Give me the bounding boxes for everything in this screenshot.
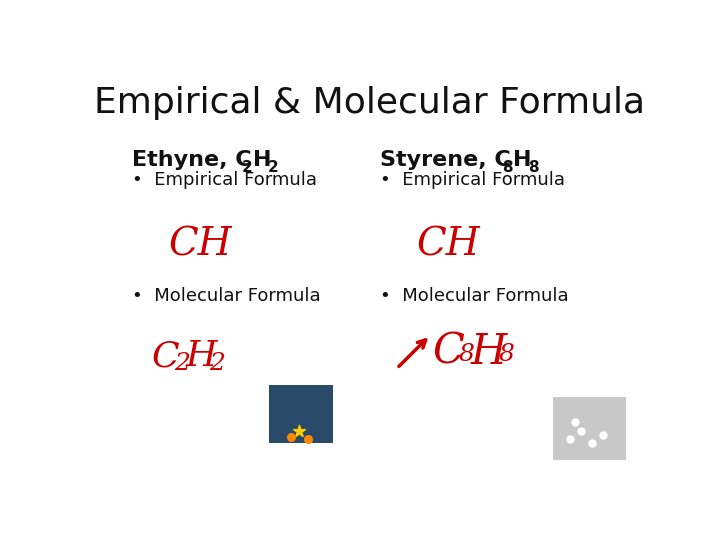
- Point: [575, 427, 587, 435]
- Text: H: H: [186, 339, 217, 373]
- Text: 2: 2: [242, 160, 253, 176]
- Text: C: C: [151, 339, 179, 373]
- Bar: [269, 385, 333, 443]
- Text: 8: 8: [459, 343, 474, 366]
- Text: CH: CH: [168, 227, 232, 264]
- Text: 2: 2: [268, 160, 279, 176]
- Point: [598, 430, 609, 439]
- Text: C: C: [432, 331, 464, 373]
- Text: CH: CH: [416, 227, 480, 264]
- Text: 8: 8: [498, 343, 514, 366]
- Text: 8: 8: [528, 160, 539, 176]
- Point: [285, 433, 297, 441]
- Text: •  Empirical Formula: • Empirical Formula: [132, 171, 317, 189]
- Text: •  Molecular Formula: • Molecular Formula: [132, 287, 320, 305]
- Point: [587, 439, 598, 448]
- Point: [564, 435, 576, 443]
- Text: Styrene, C: Styrene, C: [380, 150, 511, 170]
- Bar: [553, 397, 626, 460]
- Text: 2: 2: [174, 352, 189, 375]
- Point: [570, 418, 581, 427]
- Text: Ethyne, C: Ethyne, C: [132, 150, 251, 170]
- Point: [302, 435, 313, 443]
- Text: •  Molecular Formula: • Molecular Formula: [380, 287, 569, 305]
- Text: •  Empirical Formula: • Empirical Formula: [380, 171, 565, 189]
- FancyArrowPatch shape: [399, 340, 426, 366]
- Text: H: H: [513, 150, 531, 170]
- Text: H: H: [471, 331, 507, 373]
- Text: H: H: [253, 150, 271, 170]
- Text: 8: 8: [502, 160, 513, 176]
- Text: 2: 2: [209, 352, 225, 375]
- Text: Empirical & Molecular Formula: Empirical & Molecular Formula: [94, 85, 644, 119]
- Point: [294, 427, 305, 435]
